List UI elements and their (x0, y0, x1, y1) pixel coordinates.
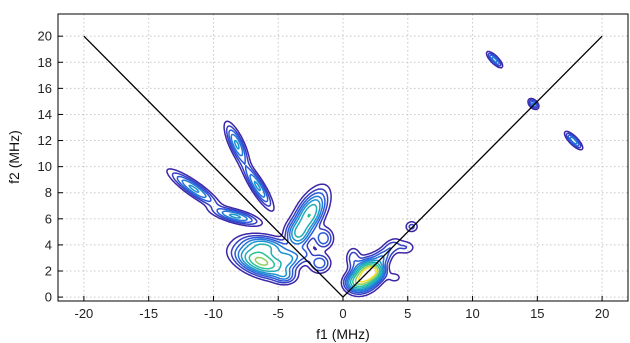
contour-level-4 (181, 56, 578, 292)
y-tick-label: 4 (45, 237, 52, 252)
y-tick-label: 2 (45, 263, 52, 278)
y-axis-label: f2 (MHz) (6, 130, 22, 184)
y-tick-label: 0 (45, 290, 52, 305)
contour-level-1 (166, 50, 584, 298)
diagonal-lines (83, 35, 603, 298)
plot-background (58, 14, 628, 301)
contour-lines (166, 50, 584, 298)
diagonal-line (342, 35, 603, 298)
x-axis-label: f1 (MHz) (316, 326, 370, 342)
x-tick-label: 0 (339, 306, 346, 321)
contour-level-6 (244, 203, 383, 289)
x-tick-label: 20 (595, 306, 609, 321)
y-tick-label: 6 (45, 211, 52, 226)
y-tick-label: 20 (38, 29, 52, 44)
x-tick-label: 15 (530, 306, 544, 321)
diagonal-line (83, 35, 344, 298)
y-tick-label: 12 (38, 133, 52, 148)
y-tick-label: 8 (45, 185, 52, 200)
y-tick-label: 18 (38, 55, 52, 70)
contour-level-7 (248, 213, 381, 288)
y-tick-label: 10 (38, 159, 52, 174)
y-axis-ticks: 0 2 4 6 8 10 12 14 16 18 20 (38, 29, 63, 305)
x-tick-label: -5 (272, 306, 284, 321)
contour-level-3 (176, 54, 580, 294)
x-tick-label: -15 (139, 306, 158, 321)
x-axis-ticks: -20 -15 -10 -5 0 5 10 15 20 (75, 296, 609, 321)
x-tick-label: 10 (465, 306, 479, 321)
y-tick-label: 16 (38, 81, 52, 96)
contour-level-8 (254, 256, 379, 286)
x-tick-label: 5 (404, 306, 411, 321)
contour-level-2 (171, 52, 582, 295)
x-tick-label: -20 (75, 306, 94, 321)
contour-level-5 (188, 139, 384, 291)
x-tick-label: -10 (204, 306, 223, 321)
y-tick-label: 14 (38, 107, 52, 122)
